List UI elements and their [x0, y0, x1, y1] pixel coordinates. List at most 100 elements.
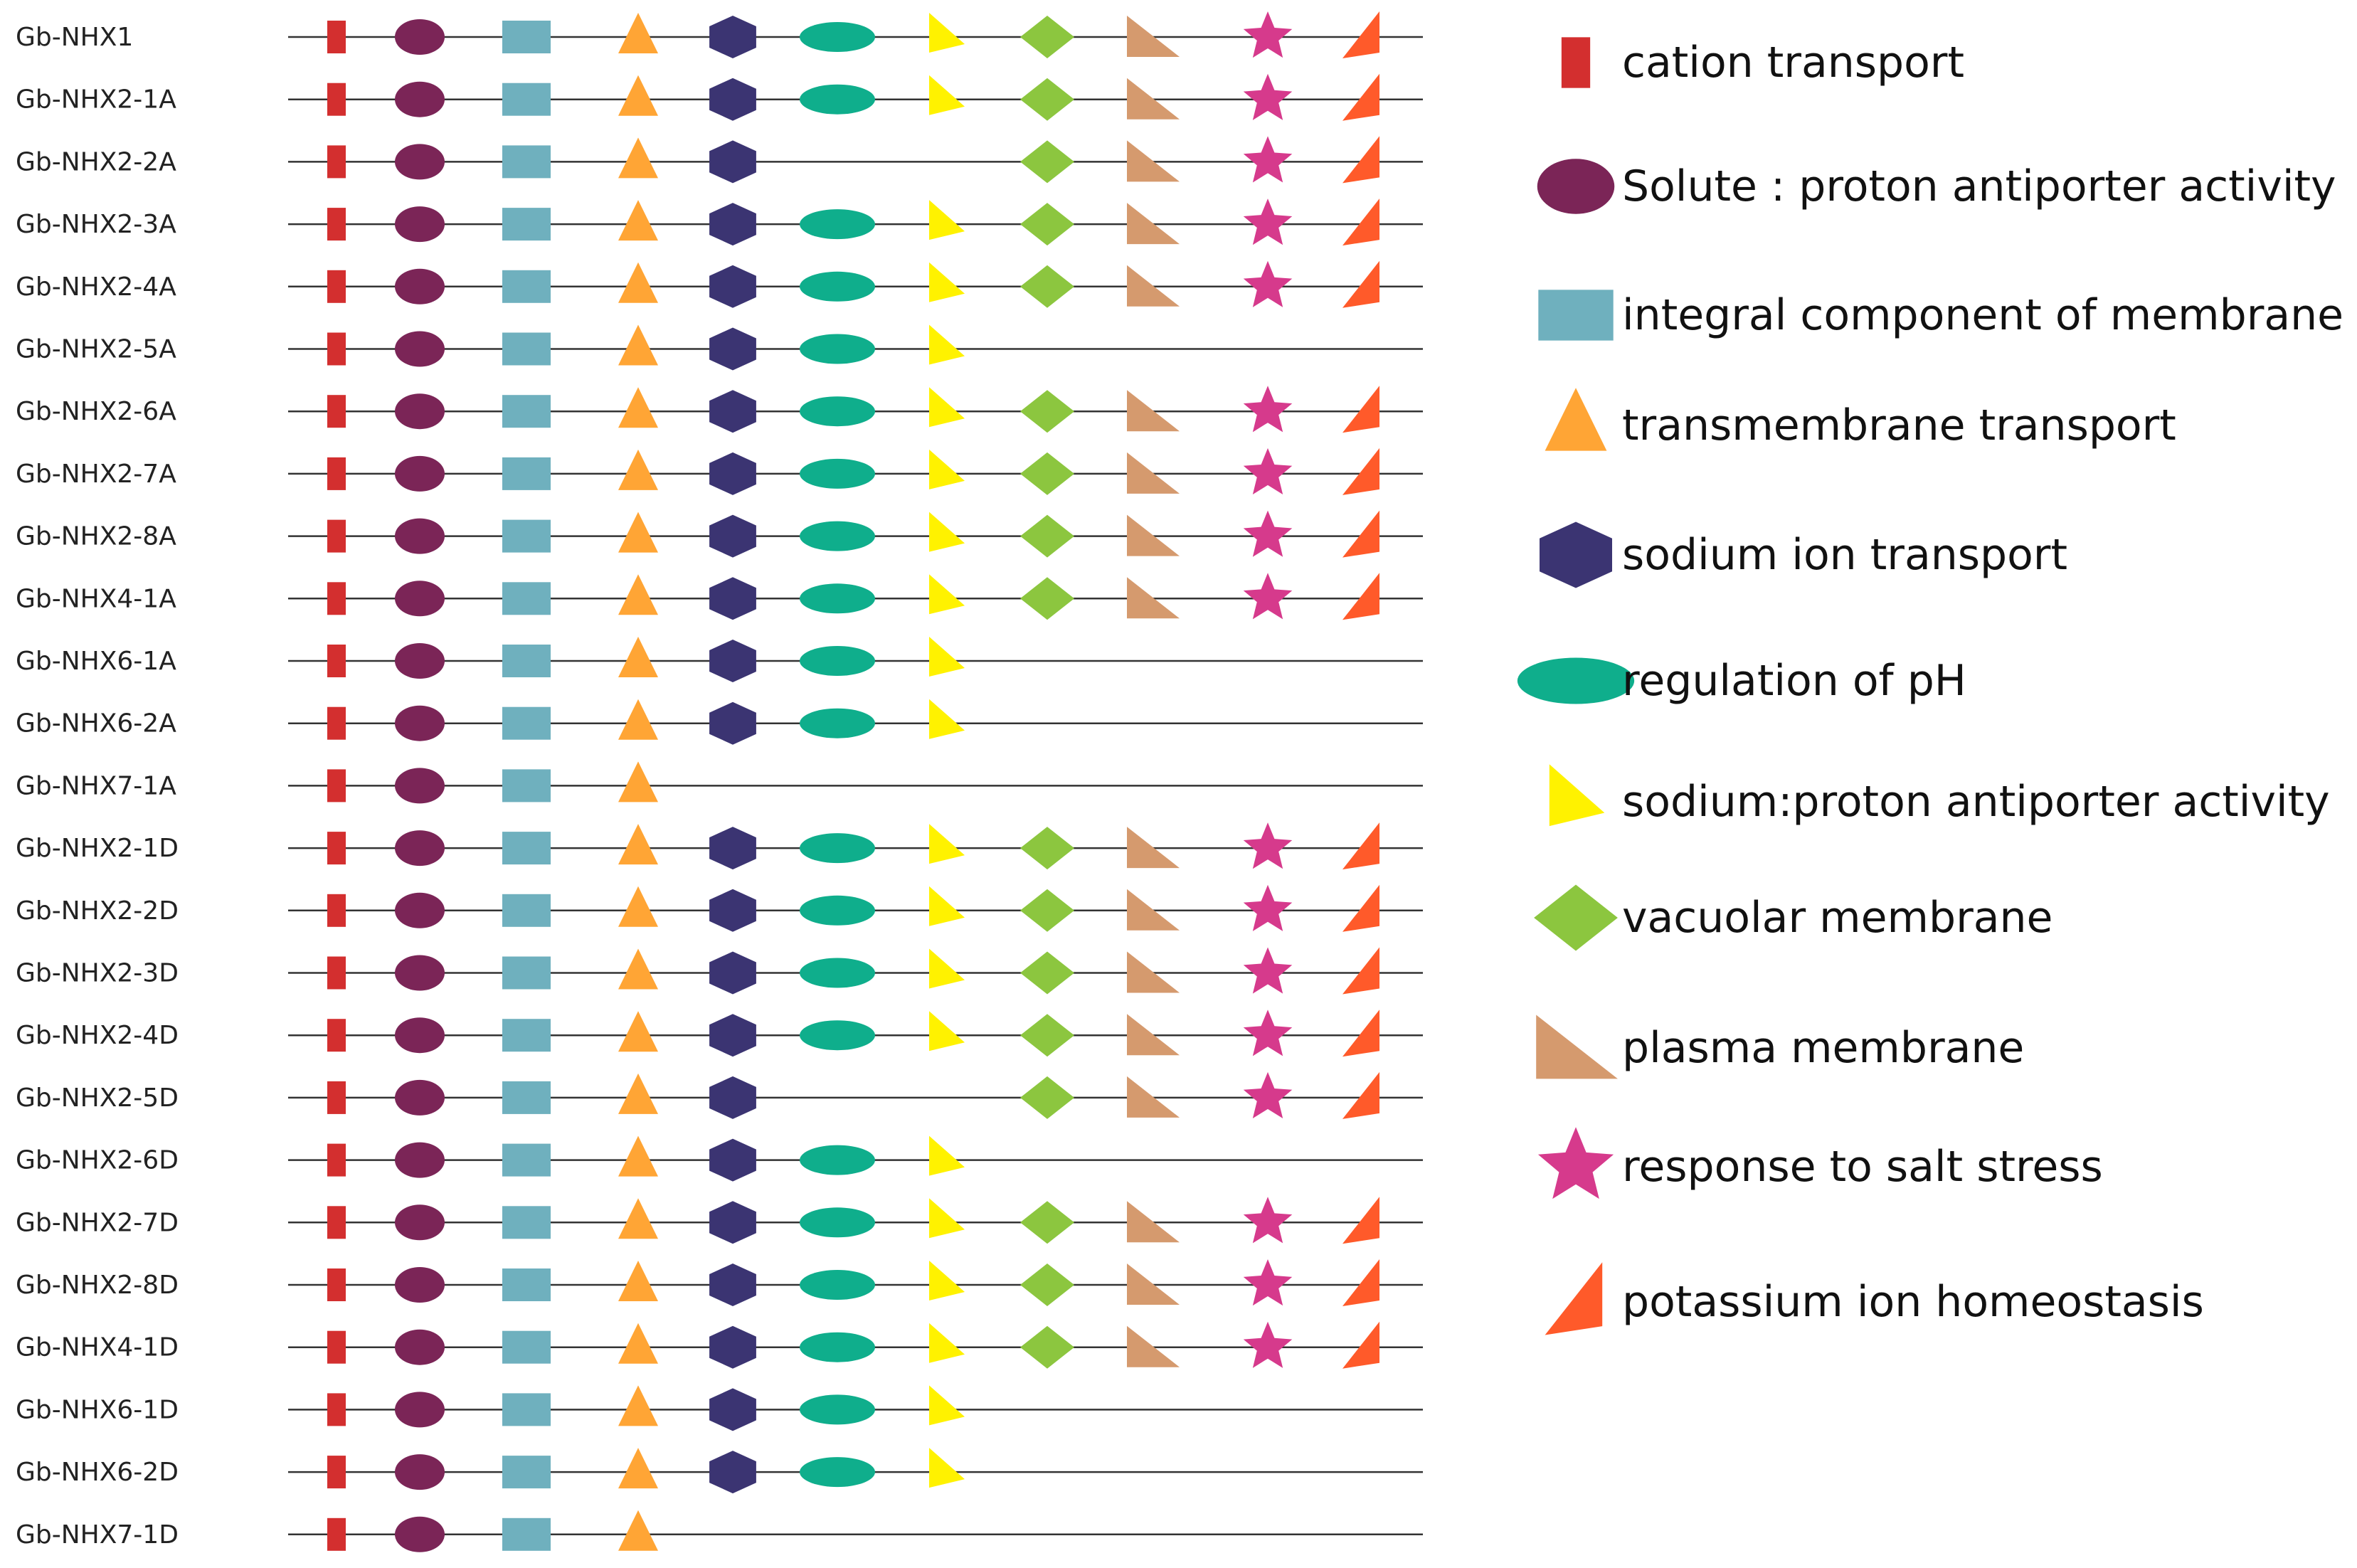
legend: cation transport Solute : proton antiport… — [1517, 37, 2343, 1335]
gene-label: Gb-NHX6-1D — [16, 1395, 179, 1424]
ph-marker — [800, 1145, 875, 1175]
legend-item: sodium ion transport — [1539, 521, 2067, 588]
integral-marker — [502, 1206, 551, 1239]
legend-plasma-icon — [1536, 1015, 1618, 1079]
plasma-marker — [1127, 1014, 1180, 1056]
solute-marker — [395, 830, 445, 867]
salt-marker — [1243, 447, 1293, 495]
sodium-proton-marker — [929, 1011, 965, 1051]
transmembrane-marker — [618, 324, 658, 366]
gene-row: Gb-NHX6-1D — [16, 1385, 1423, 1431]
vacuolar-marker — [1020, 577, 1074, 620]
transmembrane-marker — [618, 1323, 658, 1364]
legend-item: transmembrane transport — [1545, 388, 2176, 451]
plasma-marker — [1127, 951, 1180, 993]
plasma-marker — [1127, 827, 1180, 869]
integral-marker — [502, 519, 551, 553]
legend-sodium-proton-icon — [1549, 764, 1605, 827]
potassium-marker — [1342, 386, 1379, 433]
transmembrane-marker — [618, 761, 658, 802]
vacuolar-marker — [1020, 514, 1074, 558]
gene-row: Gb-NHX2-3A — [16, 198, 1423, 246]
vacuolar-marker — [1020, 889, 1074, 932]
legend-label: Solute : proton antiporter activity — [1622, 161, 2336, 211]
potassium-marker — [1342, 260, 1379, 308]
salt-marker — [1243, 73, 1293, 120]
plasma-marker — [1127, 140, 1180, 182]
solute-marker — [395, 1454, 445, 1490]
transmembrane-marker — [618, 637, 658, 677]
vacuolar-marker — [1020, 203, 1074, 246]
sodium-ion-marker — [709, 16, 756, 58]
transmembrane-marker — [618, 512, 658, 553]
cation-marker — [327, 1268, 346, 1301]
vacuolar-marker — [1020, 16, 1074, 58]
legend-item: Solute : proton antiporter activity — [1537, 159, 2336, 214]
sodium-ion-marker — [709, 1138, 756, 1182]
solute-marker — [395, 81, 445, 117]
cation-marker — [327, 1143, 346, 1177]
gene-label: Gb-NHX2-1D — [16, 834, 179, 863]
vacuolar-marker — [1020, 1325, 1074, 1369]
cation-marker — [327, 645, 346, 677]
cation-marker — [327, 208, 346, 241]
legend-item: sodium:proton antiporter activity — [1549, 764, 2330, 827]
solute-marker — [395, 393, 445, 430]
plasma-marker — [1127, 1076, 1180, 1118]
solute-marker — [395, 518, 445, 554]
sodium-proton-marker — [929, 324, 965, 365]
gene-row: Gb-NHX4-1D — [16, 1321, 1423, 1369]
transmembrane-marker — [618, 1073, 658, 1114]
solute-marker — [395, 1329, 445, 1365]
cation-marker — [327, 832, 346, 865]
legend-item: response to salt stress — [1537, 1127, 2103, 1199]
vacuolar-marker — [1020, 140, 1074, 184]
salt-marker — [1243, 510, 1293, 557]
integral-marker — [502, 706, 551, 740]
integral-marker — [502, 769, 551, 802]
sodium-proton-marker — [929, 699, 965, 739]
integral-marker — [502, 1330, 551, 1364]
salt-marker — [1243, 136, 1293, 183]
gene-row: Gb-NHX2-5A — [16, 324, 1423, 371]
integral-marker — [502, 270, 551, 303]
cation-marker — [327, 1330, 346, 1364]
gene-label: Gb-NHX2-7D — [16, 1208, 179, 1237]
sodium-ion-marker — [709, 1201, 756, 1244]
vacuolar-marker — [1020, 1076, 1074, 1119]
plasma-marker — [1127, 78, 1180, 120]
sodium-ion-marker — [709, 452, 756, 495]
sodium-proton-marker — [929, 637, 965, 677]
gene-row: Gb-NHX4-1A — [16, 573, 1423, 620]
integral-marker — [502, 457, 551, 490]
transmembrane-marker — [618, 1385, 658, 1426]
ph-marker — [800, 22, 875, 52]
gene-row: Gb-NHX2-2A — [16, 136, 1423, 184]
transmembrane-marker — [618, 262, 658, 303]
integral-marker — [502, 395, 551, 428]
potassium-marker — [1342, 510, 1379, 558]
transmembrane-marker — [618, 699, 658, 740]
ph-marker — [800, 895, 875, 926]
solute-marker — [395, 581, 445, 617]
ph-marker — [800, 209, 875, 240]
integral-marker — [502, 1081, 551, 1114]
plasma-marker — [1127, 577, 1180, 619]
integral-marker — [502, 956, 551, 990]
sodium-proton-marker — [929, 75, 965, 115]
cation-marker — [327, 1206, 346, 1239]
potassium-marker — [1342, 447, 1379, 495]
gene-label: Gb-NHX2-4A — [16, 272, 176, 302]
legend-solute-icon — [1537, 159, 1615, 214]
plasma-marker — [1127, 514, 1180, 556]
sodium-proton-marker — [929, 449, 965, 489]
transmembrane-marker — [618, 1198, 658, 1239]
sodium-ion-marker — [709, 265, 756, 308]
integral-marker — [502, 1456, 551, 1489]
ph-marker — [800, 1207, 875, 1238]
cation-marker — [327, 332, 346, 366]
sodium-proton-marker — [929, 886, 965, 926]
transmembrane-marker — [618, 1261, 658, 1301]
transmembrane-marker — [618, 137, 658, 179]
sodium-proton-marker — [929, 1323, 965, 1363]
